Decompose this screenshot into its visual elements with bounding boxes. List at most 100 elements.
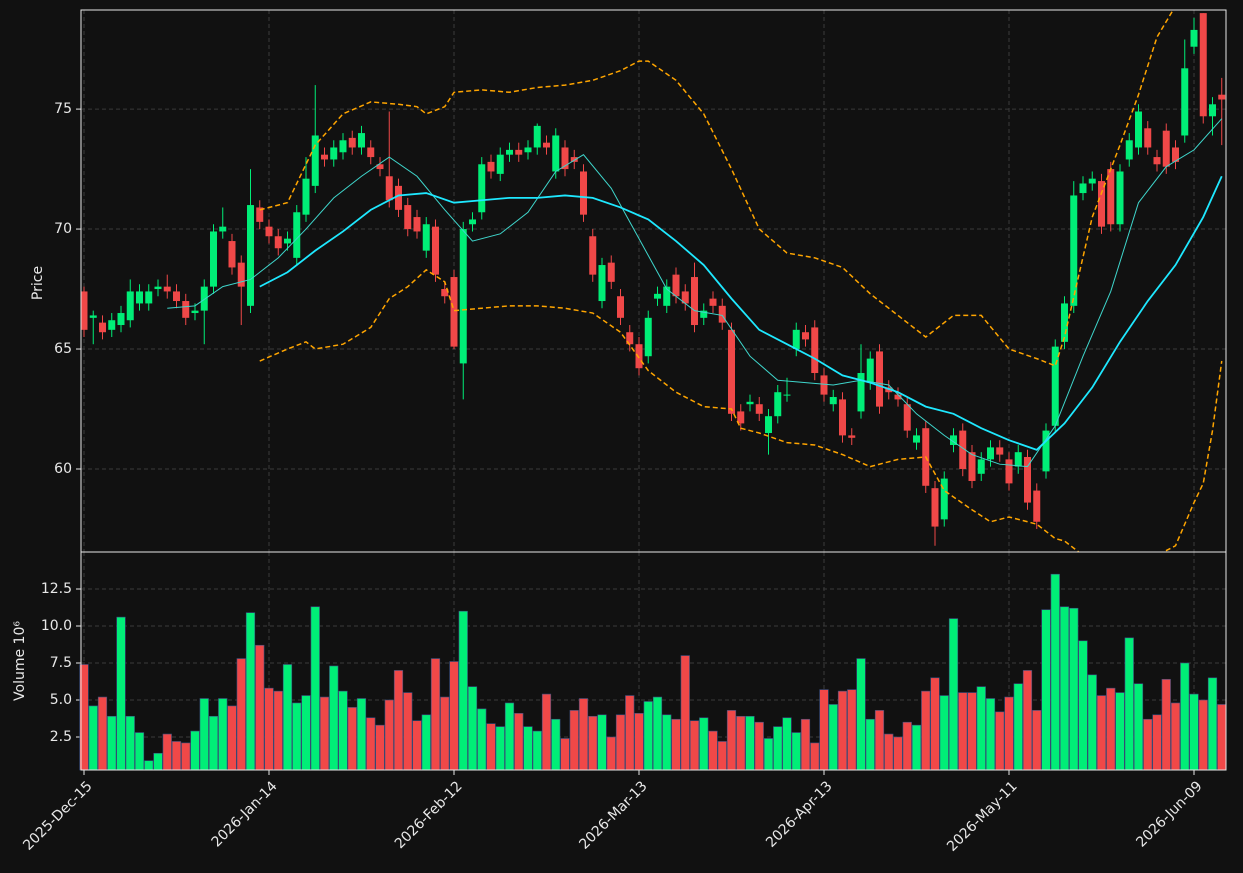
volume-bar [208,715,219,771]
volume-axis-label: Volume 10⁶ [12,621,28,701]
candle-body [487,161,495,172]
candle-body [903,404,911,431]
candle-body [931,488,939,527]
volume-bar [1004,696,1014,771]
volume-bar [1152,714,1162,771]
volume-bar [375,724,385,771]
candle-body [191,310,199,314]
volume-bar [273,690,283,771]
volume-bar [319,696,330,771]
volume-bar [1050,573,1060,771]
volume-bar [1041,609,1051,771]
volume-bar [199,698,209,771]
candle-body [422,224,430,251]
volume-bar [837,690,848,771]
volume-bar [347,707,357,771]
volume-bar [384,699,394,771]
y-tick-label: 75 [54,101,72,117]
volume-bar [134,732,145,771]
volume-bar [967,692,977,771]
candle-body [783,394,791,396]
candle-body [348,137,356,148]
volume-bar [726,710,737,771]
volume-bar [948,618,959,771]
candle-body [839,399,846,436]
candle-body [876,351,883,407]
candle-body [1153,157,1161,165]
candle-body [635,344,643,369]
volume-bar [921,690,931,771]
y-tick-label: 2.5 [50,729,72,745]
volume-bar [884,733,894,771]
volume-bar [717,741,727,771]
y-tick-label: 10.0 [41,618,72,634]
candle-body [607,262,615,282]
volume-bar [440,696,450,771]
candle-body [968,452,976,481]
candle-body [182,301,190,318]
candle-body [617,296,624,318]
candle-body [117,313,125,326]
volume-bar [1078,640,1088,771]
candle-body [1135,111,1142,148]
volume-bar [116,616,126,771]
candle-body [459,229,467,364]
candle-body [1079,183,1087,194]
candle-body [746,401,754,405]
candle-body [302,178,310,215]
candle-body [404,205,412,230]
volume-bar [810,742,820,771]
candle-body [681,291,689,304]
volume-bar [97,696,108,771]
candle-body [570,157,578,162]
price-axis-label: Price [30,266,46,300]
candle-body [89,315,97,318]
candle-body [802,332,809,340]
candle-body [663,286,671,306]
volume-bar [1133,683,1144,771]
volume-bar [245,612,256,771]
volume-bar [532,730,542,771]
volume-bar [523,726,533,771]
volume-bar [181,742,191,771]
volume-bar [800,718,811,771]
candle-body [1144,128,1152,148]
candle-body [829,397,837,405]
candle-body [894,394,902,400]
volume-bar [282,664,293,771]
volume-bar [1207,677,1218,771]
volume-bar [625,695,635,771]
candle-body [580,171,587,215]
volume-bar [597,714,607,771]
volume-bar [1180,662,1190,771]
volume-bar [301,695,311,771]
candle-body [561,147,569,170]
candle-body [450,277,458,347]
candle-body [265,226,273,237]
candle-body [848,435,856,438]
volume-bar [412,720,422,771]
candle-body [792,329,800,350]
volume-bar [652,696,663,771]
candle-body [367,147,375,158]
volume-bar [88,705,98,771]
volume-bar [773,726,783,771]
candle-body [996,447,1004,455]
volume-bar [763,738,774,771]
candle-body [1218,94,1226,100]
volume-bar [643,701,653,771]
candle-body [1116,171,1124,225]
volume-bar [985,698,996,771]
volume-bar [856,658,866,771]
volume-bar [1096,695,1107,771]
candle-body [237,262,245,287]
volume-bar [1198,699,1208,771]
candle-body [644,317,652,357]
volume-bar [893,736,903,771]
candle-body [1190,29,1198,47]
volume-bar [911,724,922,771]
volume-bar [662,714,672,771]
candle-body [1098,181,1105,227]
candle-body [533,125,541,148]
candle-body [136,291,143,304]
